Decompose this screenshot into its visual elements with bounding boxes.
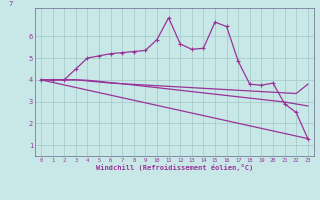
- X-axis label: Windchill (Refroidissement éolien,°C): Windchill (Refroidissement éolien,°C): [96, 164, 253, 171]
- Text: 7: 7: [9, 1, 13, 7]
